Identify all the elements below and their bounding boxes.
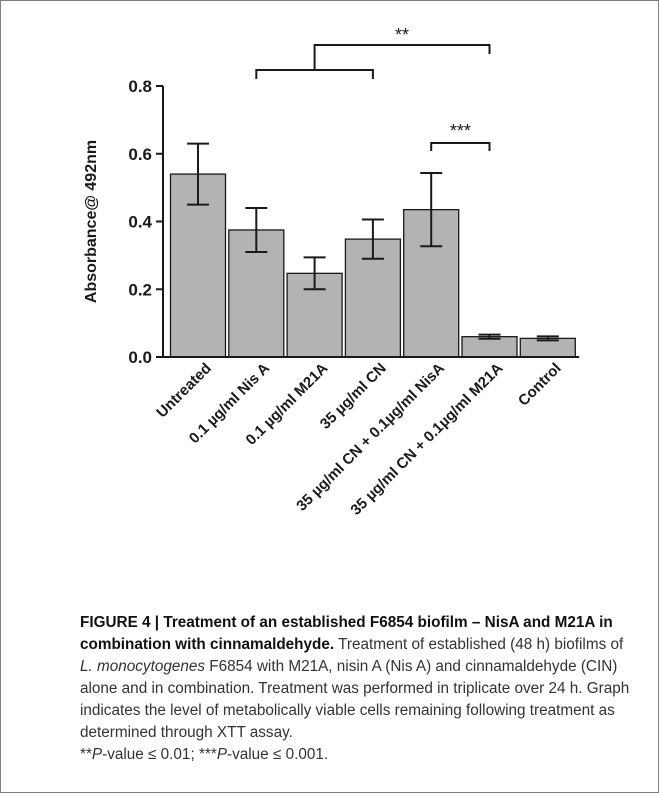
stat-2-prefix: *** [198,746,217,763]
caption-title: FIGURE 4 | Treatment of an established F… [80,614,613,653]
bar-chart: 0.0 0.2 0.4 0.6 0.8 Absorbance@ 492nm Untreate… [83,25,580,519]
bar [461,336,518,358]
y-tick-label: 0.6 [128,145,152,164]
significance-bracket-triple [430,142,491,151]
caption-body-1: Treatment of established (48 h) biofilms… [334,636,624,653]
x-tick-label: Control [515,360,565,410]
y-tick-label: 0.2 [128,280,152,299]
significance-bracket-double [313,44,491,70]
y-axis-title: Absorbance@ 492nm [83,140,100,303]
stat-2-p: P [216,746,228,763]
y-tick-label: 0.0 [128,348,152,367]
caption-body-2: F6854 with M21A, nisin A (Nis A) and cin… [80,658,630,741]
significance-label-double: ** [395,25,409,45]
stat-1-p: P [91,746,103,763]
caption-species: L. monocytogenes [80,658,206,675]
x-tick-label: Untreated [153,360,215,422]
significance-group-bracket [255,69,374,79]
caption-statistics: **P-value ≤ 0.01; ***P-value ≤ 0.001. [80,744,640,766]
stat-2-rest: -value ≤ 0.001. [227,746,329,763]
figure-caption: FIGURE 4 | Treatment of an established F… [80,612,640,766]
stat-1-rest: -value ≤ 0.01; [102,746,199,763]
y-tick-label: 0.4 [128,213,152,232]
significance-label-triple: *** [450,121,471,141]
y-tick-label: 0.8 [128,77,152,96]
stat-1-prefix: ** [80,746,92,763]
